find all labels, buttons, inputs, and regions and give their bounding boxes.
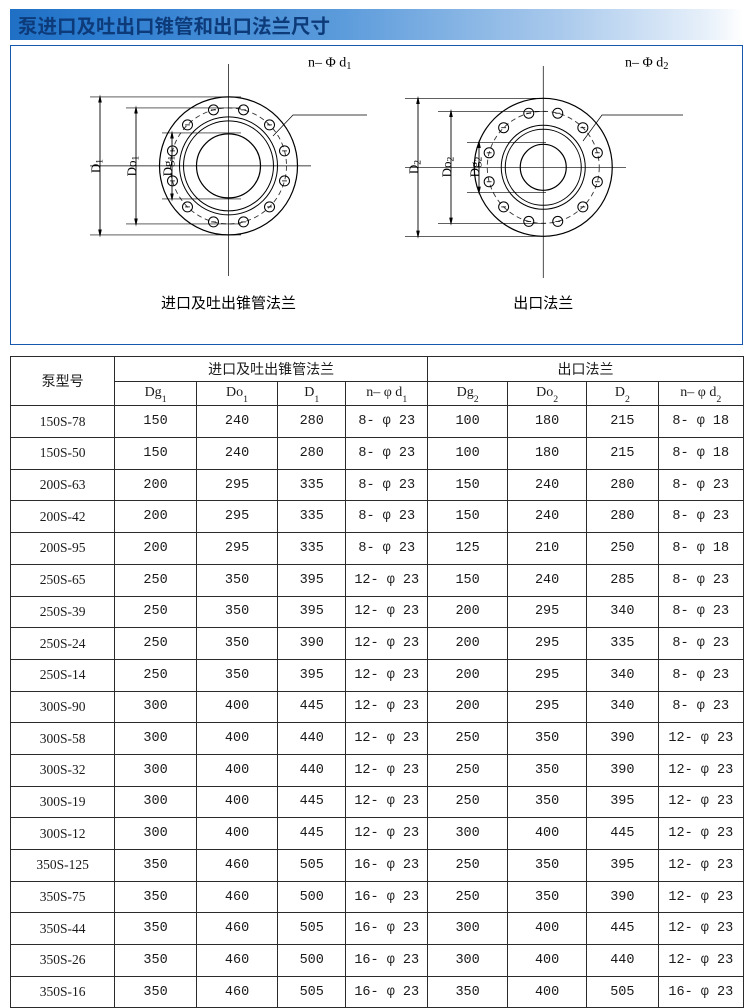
svg-text:Dg2: Dg2 xyxy=(467,156,485,177)
svg-text:n– Φ d2: n– Φ d2 xyxy=(625,56,668,73)
svg-text:Do1: Do1 xyxy=(124,155,142,176)
svg-text:Do2: Do2 xyxy=(439,156,457,177)
svg-text:进口及吐出锥管法兰: 进口及吐出锥管法兰 xyxy=(161,295,296,312)
svg-text:D1: D1 xyxy=(88,159,106,173)
svg-text:Dg1: Dg1 xyxy=(160,155,178,176)
svg-text:出口法兰: 出口法兰 xyxy=(513,295,573,312)
svg-text:D2: D2 xyxy=(406,160,424,174)
svg-text:n– Φ d1: n– Φ d1 xyxy=(308,56,351,73)
